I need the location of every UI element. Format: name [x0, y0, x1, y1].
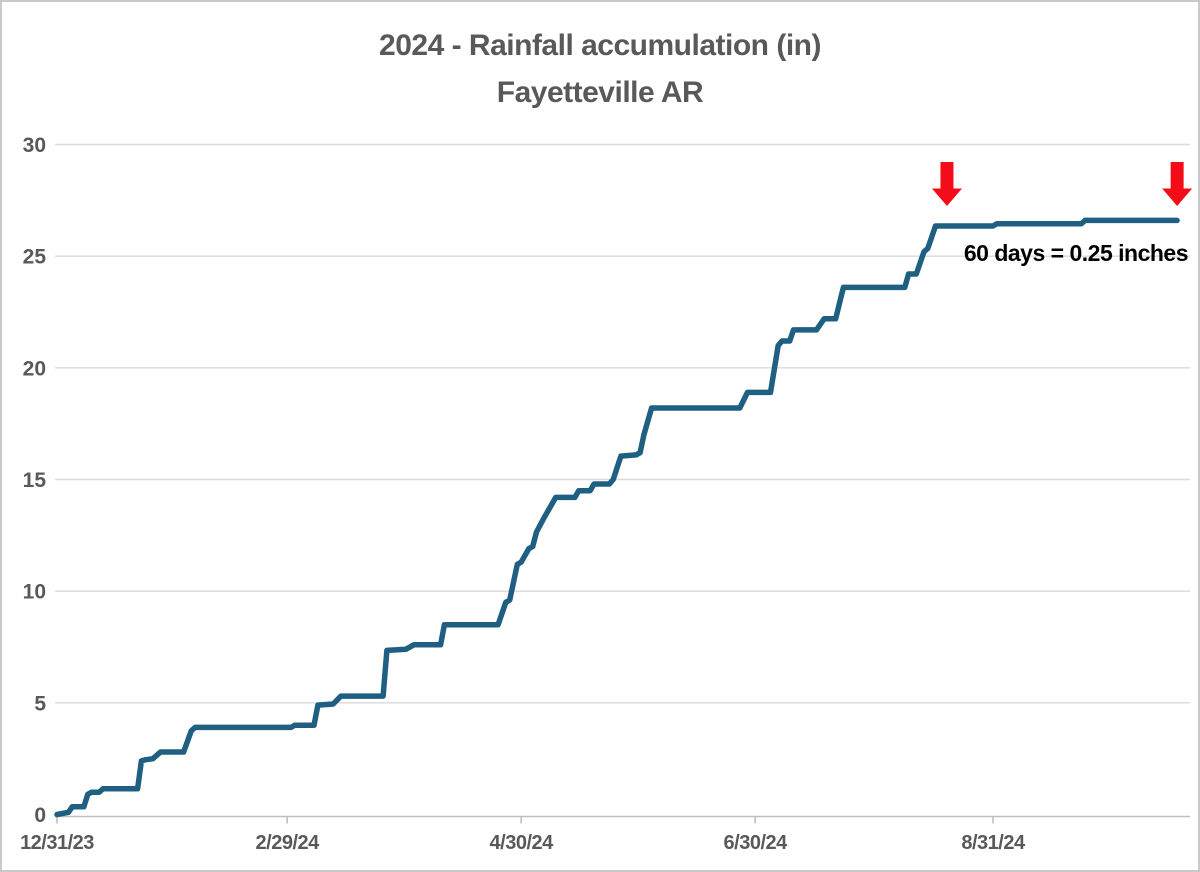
y-tick-label-30: 30 — [23, 134, 46, 157]
chart-title: 2024 - Rainfall accumulation (in) Fayett… — [2, 2, 1198, 116]
rainfall-accumulation-line — [54, 217, 1180, 818]
x-tick-label-6/30/24: 6/30/24 — [724, 832, 789, 854]
x-tick-label-12/31/23: 12/31/23 — [20, 832, 94, 854]
y-tick-label-10: 10 — [23, 581, 46, 604]
chart-title-line1: 2024 - Rainfall accumulation (in) — [379, 29, 821, 62]
x-tick-marks — [56, 816, 994, 824]
y-tick-label-0: 0 — [34, 804, 46, 827]
x-tick-label-4/30/24: 4/30/24 — [490, 832, 555, 854]
y-tick-label-5: 5 — [34, 692, 46, 715]
y-gridlines — [55, 143, 1190, 704]
chart-title-line2: Fayetteville AR — [496, 76, 704, 109]
y-tick-label-15: 15 — [23, 469, 47, 492]
y-tick-label-25: 25 — [23, 246, 47, 269]
y-tick-label-20: 20 — [23, 357, 46, 380]
x-tick-label-2/29/24: 2/29/24 — [256, 832, 321, 854]
down-arrow-icon — [1162, 162, 1193, 206]
arrow-markers — [931, 162, 1193, 206]
annotation-60-days: 60 days = 0.25 inches — [963, 240, 1189, 266]
x-axis-labels: 12/31/23 2/29/24 4/30/24 6/30/24 8/31/24 — [20, 832, 1026, 854]
x-tick-label-8/31/24: 8/31/24 — [961, 832, 1026, 854]
y-axis-labels: 0 5 10 15 20 25 30 — [23, 134, 47, 827]
down-arrow-icon — [931, 162, 962, 206]
